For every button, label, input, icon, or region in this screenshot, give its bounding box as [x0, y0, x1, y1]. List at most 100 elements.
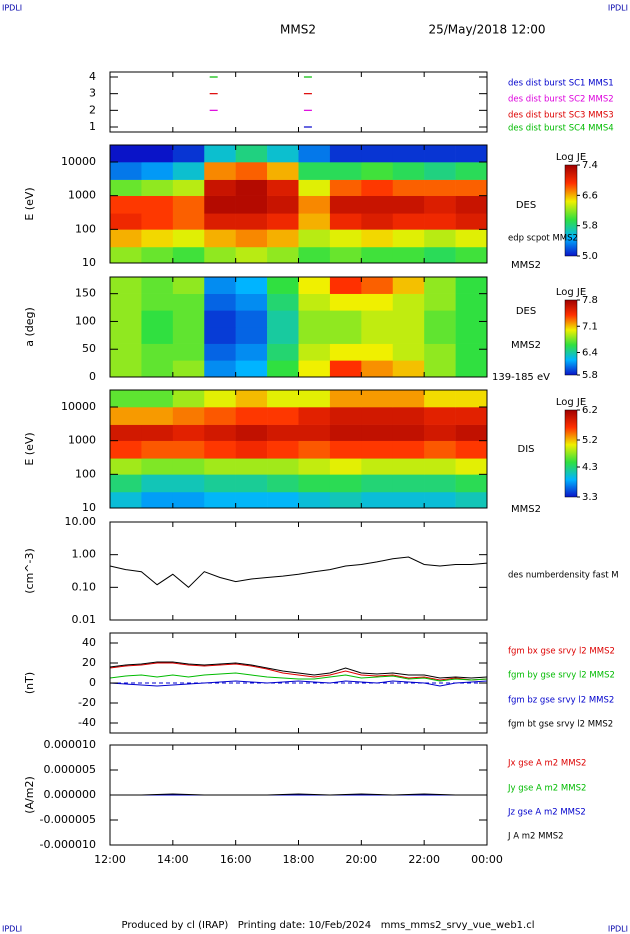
heatmap-cell — [424, 458, 456, 475]
heatmap-cell — [298, 195, 331, 214]
annotation: DIS — [518, 444, 535, 455]
heatmap-cell — [172, 491, 205, 509]
colorbar-title: Log JE — [556, 397, 586, 408]
heatmap-cell — [204, 179, 236, 196]
y-tick-label: 50 — [82, 342, 96, 355]
heatmap-cell — [267, 424, 299, 441]
heatmap-cell — [172, 310, 205, 328]
heatmap-cell — [267, 390, 299, 408]
heatmap-cell — [329, 440, 362, 459]
heatmap-cell — [267, 458, 299, 475]
heatmap-cell — [455, 458, 488, 475]
heatmap-cell — [455, 440, 488, 459]
heatmap-cell — [361, 424, 394, 441]
heatmap-cell — [235, 246, 268, 264]
heatmap-cell — [392, 390, 425, 408]
heatmap-cell — [392, 310, 425, 328]
heatmap-cell — [392, 458, 425, 475]
heatmap-cell — [298, 145, 331, 163]
heatmap-cell — [110, 360, 142, 378]
heatmap-cell — [267, 343, 299, 361]
heatmap-cell — [298, 179, 331, 196]
heatmap-cell — [424, 213, 456, 230]
heatmap-cell — [235, 360, 268, 378]
heatmap-cell — [424, 440, 456, 459]
heatmap-cell — [455, 491, 488, 509]
annotation: DES — [516, 306, 536, 317]
colorbar-title: Log JE — [556, 152, 586, 163]
heatmap-cell — [424, 491, 456, 509]
heatmap-cell — [392, 162, 425, 180]
heatmap-cell — [424, 229, 456, 248]
heatmap-cell — [298, 360, 331, 378]
colorbar-tick-label: 5.8 — [582, 221, 598, 232]
heatmap-cell — [110, 390, 142, 408]
series-line — [109, 672, 488, 682]
heatmap-cell — [172, 293, 205, 311]
heatmap-cell — [267, 293, 299, 311]
colorbar — [564, 409, 578, 498]
heatmap-cell — [267, 246, 299, 264]
heatmap-cell — [235, 293, 268, 311]
legend-label: des dist burst SC2 MMS2 — [508, 95, 614, 105]
heatmap-cell — [172, 195, 205, 214]
heatmap-cell — [361, 213, 394, 230]
y-tick-label: 0.000000 — [44, 788, 97, 801]
legend-label: des dist burst SC1 MMS1 — [508, 79, 614, 89]
heatmap-cell — [110, 343, 142, 361]
heatmap-cell — [141, 293, 174, 311]
colorbar — [564, 164, 578, 257]
heatmap-cell — [141, 310, 174, 328]
annotation: 139-185 eV — [492, 372, 550, 383]
heatmap-cell — [455, 327, 488, 344]
footer: Produced by cl (IRAP) Printing date: 10/… — [121, 920, 534, 931]
heatmap-cell — [141, 179, 174, 196]
heatmap-cell — [141, 390, 174, 408]
series-line — [109, 556, 488, 588]
heatmap-cell — [204, 145, 236, 163]
heatmap-cell — [204, 310, 236, 328]
heatmap-cell — [392, 360, 425, 378]
y-tick-label: 1000 — [68, 434, 96, 447]
heatmap-cell — [110, 179, 142, 196]
heatmap-cell — [329, 229, 362, 248]
heatmap-cell — [267, 327, 299, 344]
y-tick-label: 150 — [75, 287, 96, 300]
heatmap-cell — [329, 293, 362, 311]
heatmap-cell — [267, 491, 299, 509]
heatmap-cell — [455, 424, 488, 441]
y-tick-label: 3 — [89, 87, 96, 100]
heatmap-cell — [110, 327, 142, 344]
heatmap-cell — [204, 229, 236, 248]
heatmap-cell — [424, 277, 456, 294]
heatmap-cell — [204, 277, 236, 294]
heatmap-cell — [329, 390, 362, 408]
heatmap-cell — [172, 390, 205, 408]
heatmap-cell — [298, 293, 331, 311]
heatmap-cell — [141, 229, 174, 248]
heatmap-cell — [204, 474, 236, 493]
heatmap-cell — [141, 246, 174, 264]
heatmap-cell — [392, 407, 425, 425]
heatmap-cell — [235, 407, 268, 425]
x-tick-label: 20:00 — [345, 853, 377, 866]
heatmap-cell — [361, 195, 394, 214]
colorbar-tick-label: 3.3 — [582, 492, 598, 503]
colorbar-tick-label: 5.8 — [582, 370, 598, 381]
annotation: MMS2 — [511, 260, 541, 271]
heatmap-cell — [172, 162, 205, 180]
heatmap-cell — [235, 474, 268, 493]
annotation: edp scpot MMS2 — [508, 234, 578, 244]
heatmap-cell — [172, 343, 205, 361]
heatmap-cell — [392, 277, 425, 294]
heatmap-cell — [172, 407, 205, 425]
annotation: DES — [516, 200, 536, 211]
y-axis-label: E (eV) — [23, 432, 36, 465]
heatmap-cell — [235, 424, 268, 441]
heatmap-cell — [204, 343, 236, 361]
heatmap-cell — [392, 179, 425, 196]
y-tick-label: 0.01 — [72, 613, 97, 626]
legend-label: des numberdensity fast M — [508, 571, 619, 581]
heatmap-cell — [455, 229, 488, 248]
heatmap-cell — [361, 474, 394, 493]
